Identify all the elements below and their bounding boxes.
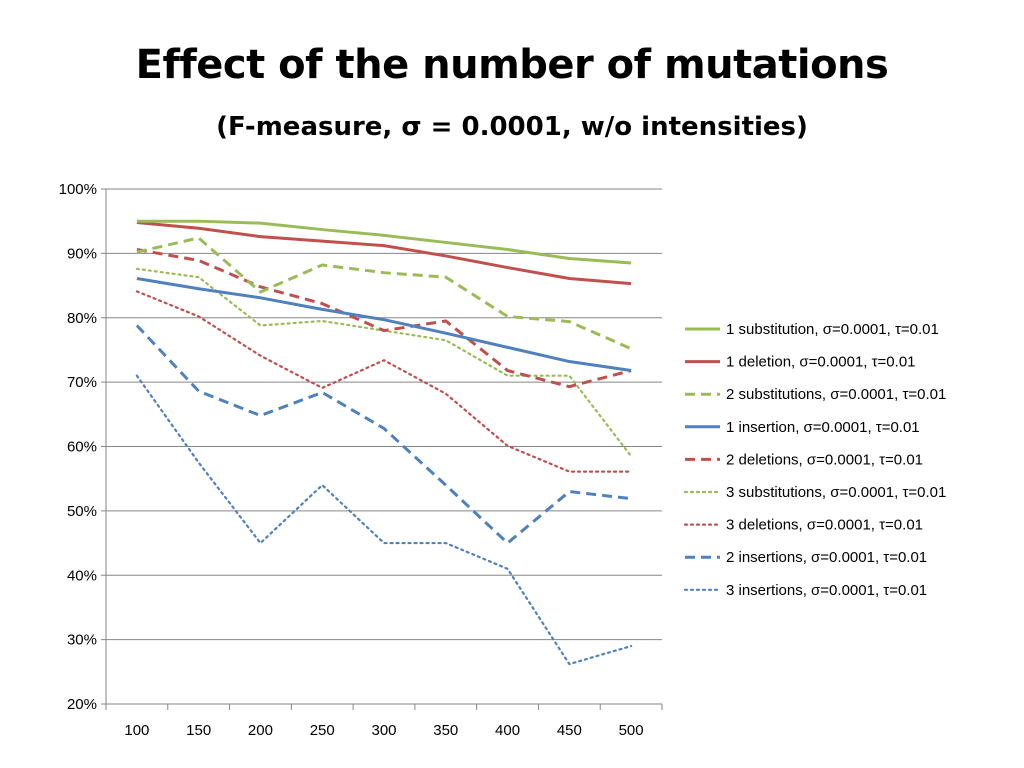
legend-item: 2 deletions, σ=0.0001, τ=0.01 (685, 451, 923, 468)
legend-item: 2 insertions, σ=0.0001, τ=0.01 (685, 549, 927, 566)
slide-subtitle: (F-measure, σ = 0.0001, w/o intensities) (216, 112, 808, 142)
legend-item: 3 deletions, σ=0.0001, τ=0.01 (683, 517, 923, 534)
x-tick-label: 350 (433, 722, 458, 739)
legend-item: 1 substitution, σ=0.0001, τ=0.01 (685, 321, 939, 338)
legend-item: 1 insertion, σ=0.0001, τ=0.01 (685, 419, 920, 436)
x-tick-label: 200 (248, 722, 273, 739)
x-tick-label: 400 (495, 722, 520, 739)
series-line-2 (136, 220, 632, 286)
x-tick-label: 500 (619, 722, 644, 739)
x-tick-label: 450 (557, 722, 582, 739)
legend-label: 3 deletions, σ=0.0001, τ=0.01 (726, 517, 923, 534)
x-tick-label: 300 (371, 722, 396, 739)
series-line-1 (136, 219, 632, 265)
legend-label: 3 substitutions, σ=0.0001, τ=0.01 (726, 484, 946, 501)
y-tick-label: 30% (67, 632, 97, 649)
y-tick-label: 60% (67, 439, 97, 456)
series-line-7 (135, 290, 633, 473)
y-tick-label: 50% (67, 503, 97, 520)
axes: 20% 30% 40% 50% 60% 70% 80% 90% 100% 100 150 200 250… (59, 181, 663, 739)
gridlines (106, 188, 662, 705)
x-tick-label: 250 (310, 722, 335, 739)
x-tick-label: 150 (186, 722, 211, 739)
y-tick-label: 70% (67, 374, 97, 391)
legend-item: 3 insertions, σ=0.0001, τ=0.01 (683, 582, 927, 599)
legend-label: 1 deletion, σ=0.0001, τ=0.01 (726, 354, 916, 371)
legend-item: 3 substitutions, σ=0.0001, τ=0.01 (683, 484, 946, 501)
legend-label: 1 insertion, σ=0.0001, τ=0.01 (726, 419, 920, 436)
y-tick-label: 90% (67, 245, 97, 262)
legend-label: 2 substitutions, σ=0.0001, τ=0.01 (726, 386, 946, 403)
y-tick-label: 80% (67, 310, 97, 327)
y-tick-label: 40% (67, 567, 97, 584)
series-line-5 (136, 248, 632, 389)
series-line-4 (136, 277, 632, 373)
slide-title: Effect of the number of mutations (135, 42, 889, 88)
legend-item: 2 substitutions, σ=0.0001, τ=0.01 (685, 386, 946, 403)
series-line-9 (135, 374, 633, 666)
legend-item: 1 deletion, σ=0.0001, τ=0.01 (685, 354, 916, 371)
legend-label: 2 deletions, σ=0.0001, τ=0.01 (726, 451, 923, 468)
series-lines (135, 219, 633, 666)
y-tick-label: 20% (67, 696, 97, 713)
series-line-3 (136, 236, 632, 351)
legend: 1 substitution, σ=0.0001, τ=0.01 1 deleti… (683, 321, 946, 599)
legend-label: 3 insertions, σ=0.0001, τ=0.01 (726, 582, 927, 599)
x-tick-label: 100 (124, 722, 149, 739)
legend-label: 1 substitution, σ=0.0001, τ=0.01 (726, 321, 939, 338)
y-tick-label: 100% (59, 181, 97, 198)
legend-label: 2 insertions, σ=0.0001, τ=0.01 (726, 549, 927, 566)
series-line-8 (135, 324, 632, 545)
